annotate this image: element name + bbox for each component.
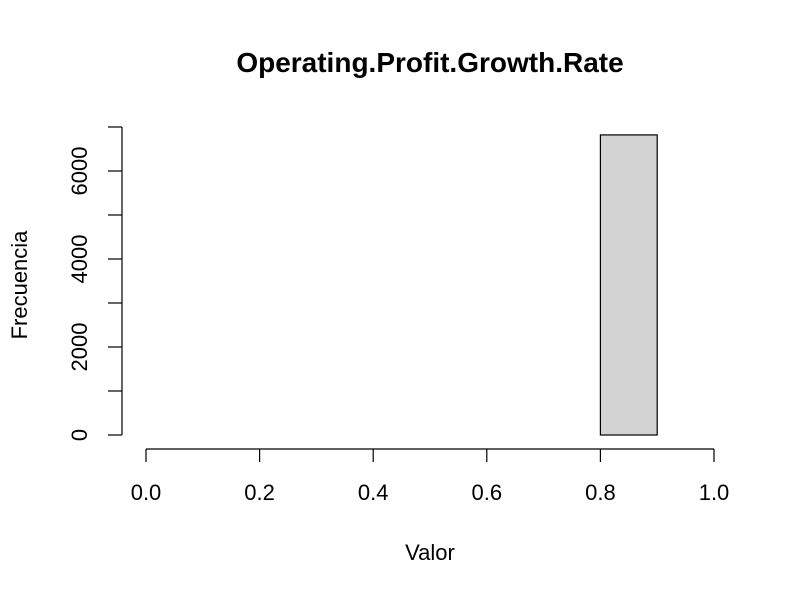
histogram-bar-8	[599, 134, 658, 436]
y-axis-label: Frecuencia	[7, 230, 32, 340]
x-tick-label: 0.2	[244, 480, 275, 505]
x-axis: 0.0 0.2 0.4 0.6 0.8 1.0	[131, 448, 730, 505]
y-tick-label: 6000	[67, 147, 92, 196]
x-tick-label: 0.6	[472, 480, 503, 505]
x-tick-label: 0.8	[585, 480, 616, 505]
x-tick-label: 0.0	[131, 480, 162, 505]
y-tick-label: 2000	[67, 323, 92, 372]
x-tick-label: 0.4	[358, 480, 389, 505]
bars-group	[599, 134, 658, 436]
chart-title: Operating.Profit.Growth.Rate	[236, 47, 623, 78]
y-tick-label: 0	[67, 429, 92, 441]
y-axis: 0 2000 4000 6000	[67, 126, 123, 441]
x-tick-label: 1.0	[699, 480, 730, 505]
x-axis-label: Valor	[405, 540, 455, 565]
y-tick-label: 4000	[67, 235, 92, 284]
